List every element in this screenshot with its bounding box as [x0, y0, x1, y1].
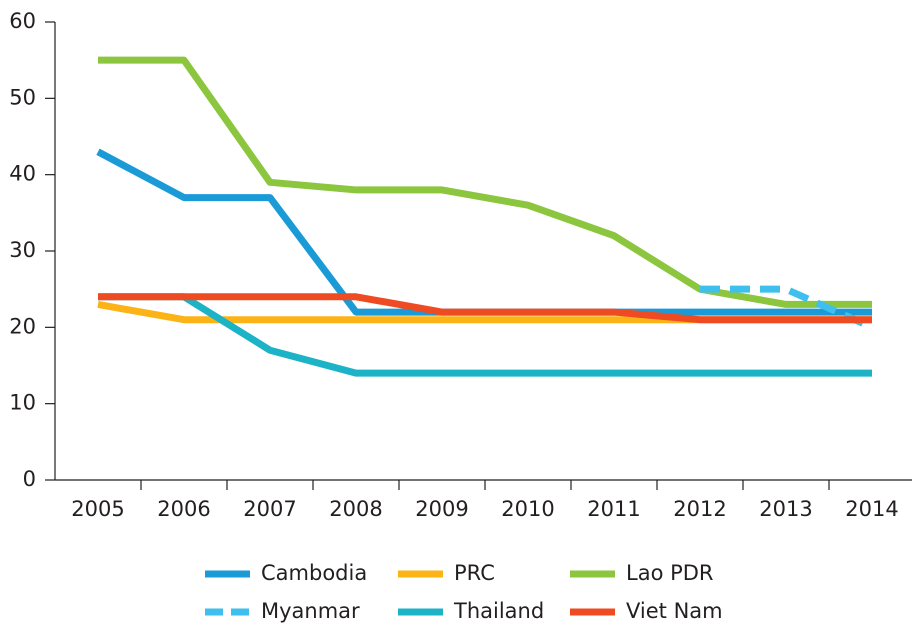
- x-tick-label: 2008: [329, 497, 382, 521]
- x-tick-label: 2009: [415, 497, 468, 521]
- series-line: [98, 56, 872, 308]
- x-tick-label: 2006: [157, 497, 210, 521]
- x-tick-label: 2012: [673, 497, 726, 521]
- legend-label: Lao PDR: [626, 561, 714, 585]
- legend-label: Viet Nam: [626, 599, 723, 623]
- x-tick-label: 2007: [243, 497, 296, 521]
- legend-label: Thailand: [453, 599, 544, 623]
- x-tick-label: 2014: [845, 497, 898, 521]
- y-tick-label: 60: [9, 9, 36, 33]
- y-tick-label: 0: [23, 467, 36, 491]
- x-tick-label: 2010: [501, 497, 554, 521]
- x-tick-label: 2011: [587, 497, 640, 521]
- y-tick-label: 30: [9, 238, 36, 262]
- legend-label: Myanmar: [261, 599, 360, 623]
- series-line: [98, 293, 872, 377]
- x-tick-label: 2013: [759, 497, 812, 521]
- x-tick-label: 2005: [71, 497, 124, 521]
- y-tick-label: 50: [9, 85, 36, 109]
- legend-label: PRC: [454, 561, 495, 585]
- series-line: [98, 293, 872, 324]
- y-tick-label: 10: [9, 391, 36, 415]
- y-tick-label: 20: [9, 314, 36, 338]
- y-tick-label: 40: [9, 162, 36, 186]
- legend-label: Cambodia: [261, 561, 367, 585]
- series-line: [96, 148, 872, 316]
